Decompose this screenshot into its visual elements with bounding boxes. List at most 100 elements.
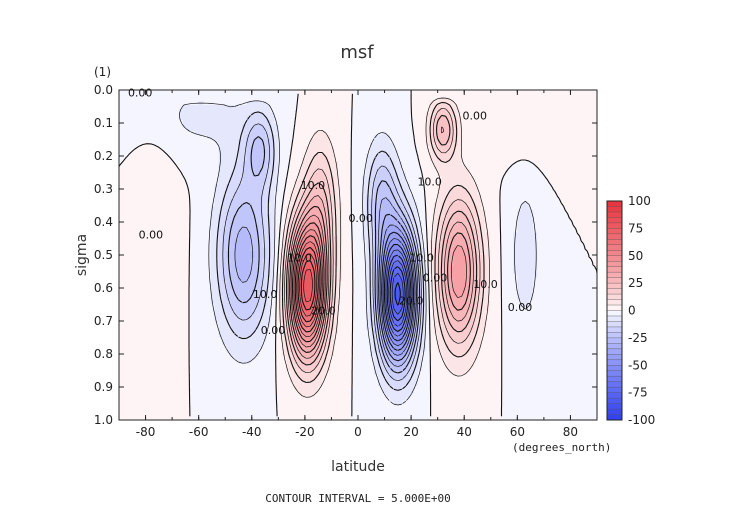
heat-cell (123, 214, 128, 218)
heat-cell (370, 146, 375, 150)
heat-cell (354, 206, 359, 210)
heat-cell (215, 195, 220, 199)
heat-cell (310, 90, 315, 94)
heat-cell (513, 191, 518, 195)
heat-cell (354, 191, 359, 195)
heat-cell (159, 191, 164, 195)
heat-cell (318, 120, 323, 124)
heat-cell (139, 199, 144, 203)
heat-cell (557, 214, 562, 218)
heat-cell (127, 236, 132, 240)
heat-cell (358, 131, 363, 135)
heat-cell (195, 203, 200, 207)
heat-cell (155, 124, 160, 128)
heat-cell (561, 169, 566, 173)
heat-cell (537, 225, 542, 229)
heat-cell (346, 113, 351, 117)
heat-cell (139, 169, 144, 173)
heat-cell (223, 143, 228, 147)
heat-cell (386, 143, 391, 147)
heat-cell (406, 113, 411, 117)
heat-cell (402, 135, 407, 139)
heat-cell (489, 195, 494, 199)
heat-cell (541, 203, 546, 207)
heat-cell (358, 236, 363, 240)
heat-cell (573, 146, 578, 150)
heat-cell (286, 90, 291, 94)
heat-cell (127, 240, 132, 244)
heat-cell (462, 191, 467, 195)
heat-cell (589, 146, 594, 150)
heat-cell (346, 161, 351, 165)
heat-cell (382, 176, 387, 180)
heat-cell (235, 199, 240, 203)
heat-cell (159, 139, 164, 143)
heat-cell (509, 195, 514, 199)
heat-cell (577, 176, 582, 180)
heat-cell (239, 98, 244, 102)
heat-cell (438, 233, 443, 237)
heat-cell (258, 146, 263, 150)
heat-cell (135, 184, 140, 188)
heat-cell (235, 128, 240, 132)
heat-cell (565, 206, 570, 210)
heat-cell (370, 154, 375, 158)
heat-cell (549, 161, 554, 165)
heat-cell (505, 105, 510, 109)
heat-cell (541, 139, 546, 143)
heat-cell (569, 229, 574, 233)
heat-cell (262, 169, 267, 173)
heat-cell (422, 128, 427, 132)
heat-cell (537, 109, 542, 113)
heat-cell (318, 113, 323, 117)
heat-cell (585, 173, 590, 177)
heat-cell (410, 169, 415, 173)
heat-cell (589, 143, 594, 147)
heat-cell (159, 109, 164, 113)
heat-cell (187, 150, 192, 154)
heat-cell (131, 221, 136, 225)
heat-cell (569, 214, 574, 218)
heat-cell (378, 176, 383, 180)
heat-cell (266, 90, 271, 94)
heat-cell (242, 188, 247, 192)
heat-cell (489, 94, 494, 98)
heat-cell (589, 184, 594, 188)
heat-cell (286, 131, 291, 135)
heat-cell (414, 120, 419, 124)
heat-cell (258, 158, 263, 162)
heat-cell (183, 191, 188, 195)
heat-cell (426, 195, 431, 199)
heat-cell (195, 229, 200, 233)
heat-cell (135, 128, 140, 132)
heat-cell (219, 105, 224, 109)
heat-cell (581, 135, 586, 139)
heat-cell (179, 225, 184, 229)
heat-cell (485, 203, 490, 207)
heat-cell (195, 218, 200, 222)
heat-cell (398, 139, 403, 143)
heat-cell (203, 128, 208, 132)
heat-cell (207, 139, 212, 143)
heat-cell (179, 191, 184, 195)
heat-cell (366, 98, 371, 102)
heat-cell (159, 94, 164, 98)
heat-cell (254, 176, 259, 180)
heat-cell (513, 135, 518, 139)
heat-cell (493, 94, 498, 98)
heat-cell (569, 180, 574, 184)
heat-cell (135, 188, 140, 192)
heat-cell (219, 109, 224, 113)
heat-cell (211, 90, 216, 94)
heat-cell (302, 139, 307, 143)
heat-cell (521, 139, 526, 143)
heat-cell (481, 101, 486, 105)
heat-cell (545, 173, 550, 177)
heat-cell (354, 116, 359, 120)
heat-cell (163, 161, 168, 165)
heat-cell (250, 184, 255, 188)
heat-cell (549, 98, 554, 102)
heat-cell (505, 109, 510, 113)
heat-cell (239, 165, 244, 169)
heat-cell (346, 244, 351, 248)
